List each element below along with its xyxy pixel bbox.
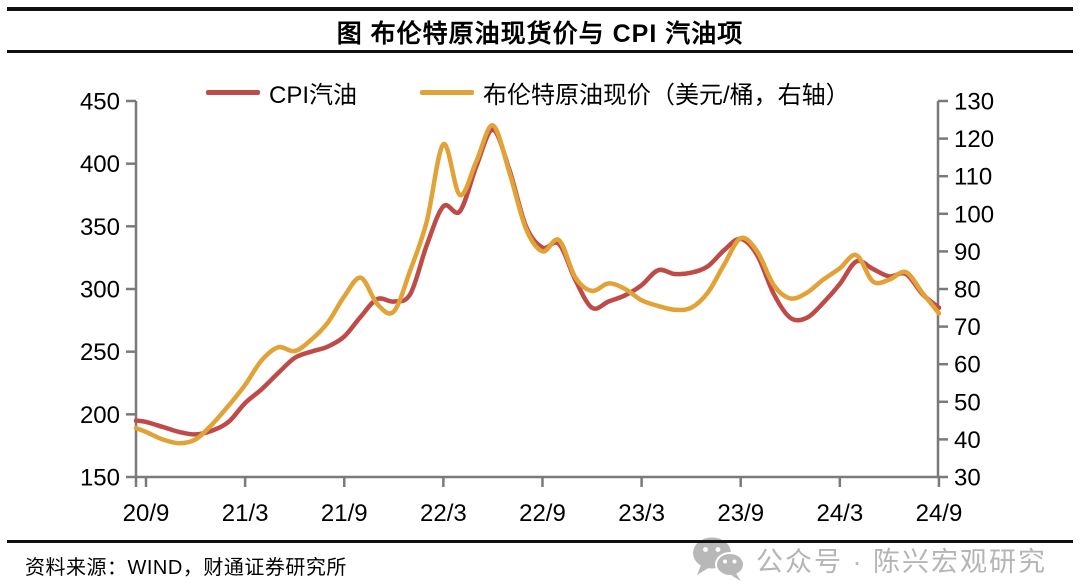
left-axis-tick-label: 200 — [80, 402, 120, 429]
right-axis-tick-label: 100 — [954, 201, 994, 228]
x-axis-tick-label: 21/9 — [321, 500, 368, 527]
left-axis-tick-label: 250 — [80, 339, 120, 366]
source-note: 资料来源：WIND，财通证券研究所 — [25, 557, 347, 579]
left-axis-tick-label: 300 — [80, 277, 120, 304]
x-axis-tick-label: 23/9 — [717, 500, 764, 527]
chart-legend: CPI汽油 布伦特原油现价（美元/桶，右轴） — [0, 78, 1080, 109]
legend-label-brent-oil: 布伦特原油现价（美元/桶，右轴） — [483, 81, 850, 109]
wechat-icon — [693, 537, 745, 581]
right-axis-tick-label: 70 — [954, 314, 981, 341]
chart-title: 图 布伦特原油现货价与 CPI 汽油项 — [336, 20, 744, 48]
legend-item-brent-oil: 布伦特原油现价（美元/桶，右轴） — [420, 78, 850, 109]
watermark-text: 公众号 · 陈兴宏观研究 — [756, 546, 1047, 577]
footer-rule — [7, 540, 1073, 543]
left-axis-tick-label: 450 — [80, 89, 120, 116]
title-divider-rule — [7, 50, 1073, 53]
brent-oil-legend-swatch — [420, 89, 474, 95]
right-axis-tick-label: 120 — [954, 126, 994, 153]
right-axis-tick-label: 90 — [954, 239, 981, 266]
cpi-gasoline-legend-swatch — [206, 89, 260, 95]
legend-item-cpi-gasoline: CPI汽油 — [206, 78, 357, 109]
x-axis-tick-label: 20/9 — [123, 500, 170, 527]
left-axis-tick-label: 150 — [80, 465, 120, 492]
right-axis-tick-label: 30 — [954, 465, 981, 492]
x-axis-tick-label: 22/9 — [519, 500, 566, 527]
top-rule — [7, 7, 1073, 11]
brent-oil-line — [133, 123, 942, 446]
right-axis-tick-label: 80 — [954, 277, 981, 304]
legend-label-cpi-gasoline: CPI汽油 — [269, 81, 358, 109]
x-axis-tick-label: 24/9 — [916, 500, 963, 527]
left-axis-tick-label: 350 — [80, 214, 120, 241]
x-axis-tick-label: 21/3 — [222, 500, 269, 527]
right-axis-tick-label: 40 — [954, 427, 981, 454]
right-axis-tick-label: 110 — [954, 164, 992, 191]
left-axis-tick-label: 400 — [80, 151, 120, 178]
right-axis-tick-label: 130 — [954, 89, 994, 116]
x-axis-tick-label: 24/3 — [816, 500, 863, 527]
right-axis-tick-label: 60 — [954, 352, 981, 379]
right-axis-tick-label: 50 — [954, 389, 981, 416]
x-axis-tick-label: 22/3 — [420, 500, 467, 527]
x-axis-tick-label: 23/3 — [618, 500, 665, 527]
watermark: 公众号 · 陈兴宏观研究 — [692, 536, 1047, 582]
